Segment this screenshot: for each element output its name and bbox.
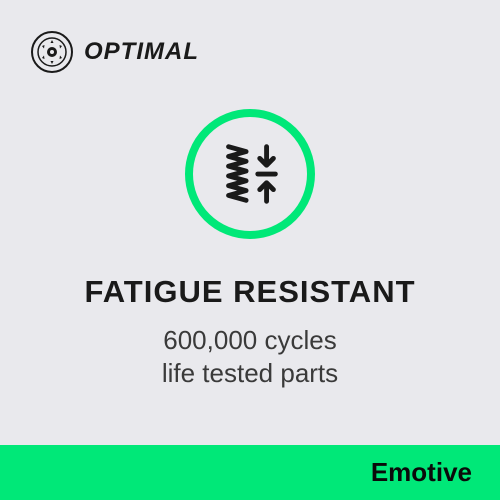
footer-bar: Emotive [0,445,500,500]
headline: FATIGUE RESISTANT [84,274,415,310]
optimal-seal-icon [30,30,74,74]
feature-icon-circle [185,109,315,239]
subhead-line-2: life tested parts [162,358,338,388]
subhead: 600,000 cycles life tested parts [162,324,338,389]
footer-brand: Emotive [371,457,472,488]
spring-compression-icon [211,135,289,213]
brand-header: OPTIMAL [30,30,199,74]
infographic-card: OPTIMAL FATIGUE RESISTANT 600,000 cycles… [0,0,500,500]
subhead-line-1: 600,000 cycles [163,325,336,355]
main-content: OPTIMAL FATIGUE RESISTANT 600,000 cycles… [0,0,500,445]
brand-name: OPTIMAL [84,38,199,66]
